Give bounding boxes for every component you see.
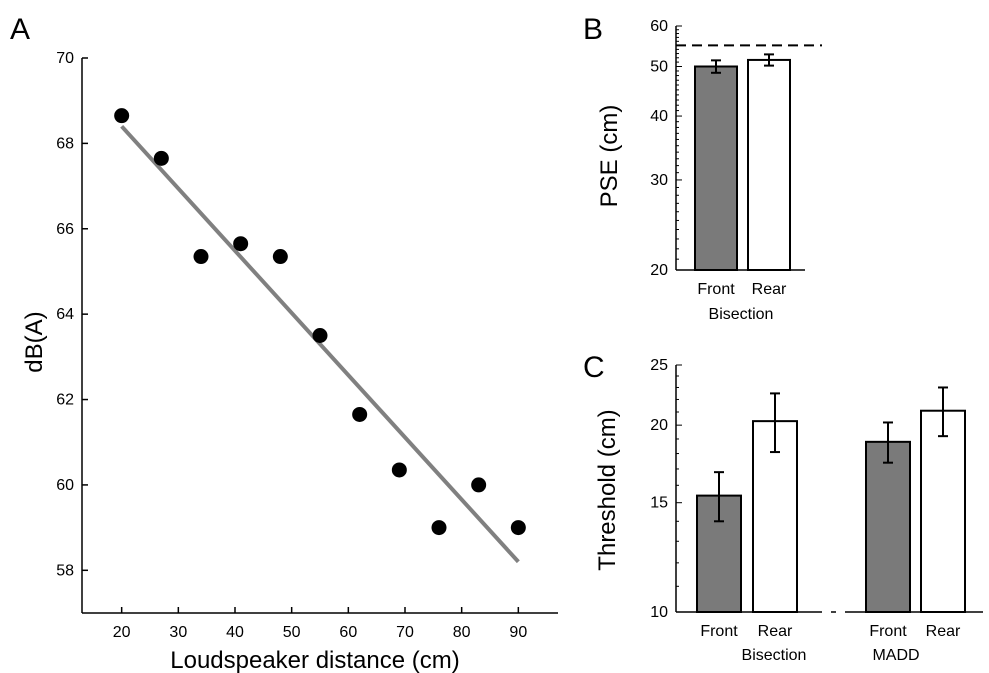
- x-tick-label: 60: [339, 624, 357, 641]
- scatter-point: [272, 249, 288, 265]
- panel-b: B 20 30 40 50 60 Front Rear Bisection PSE (cm…: [583, 13, 822, 323]
- y-tick-label: 60: [650, 18, 668, 35]
- fit-line: [120, 124, 520, 564]
- bar: [865, 440, 911, 614]
- x-tick-label: 20: [113, 624, 131, 641]
- y-tick-label: 20: [650, 417, 668, 434]
- x-tick-label: 50: [283, 624, 301, 641]
- y-tick-label: 10: [650, 604, 668, 621]
- scatter-point: [233, 236, 249, 252]
- scatter-point: [312, 328, 328, 343]
- category-label: Rear: [758, 623, 793, 640]
- y-tick-label: 64: [56, 306, 74, 323]
- panel-b-bars: [694, 53, 791, 272]
- y-tick-label: 70: [56, 50, 74, 67]
- panel-a: A 58 60 62 64 66 68 70 20 30 40 50 60 70 80 90 Loudsp…: [10, 13, 558, 673]
- y-tick-label: 60: [56, 477, 74, 494]
- scatter-point: [471, 477, 487, 493]
- category-label: Rear: [752, 281, 787, 298]
- y-tick-label: 62: [56, 392, 74, 409]
- y-tick-label: 66: [56, 221, 74, 238]
- panel-b-group-label: Bisection: [709, 306, 774, 323]
- scatter-point: [114, 108, 130, 124]
- x-tick-label: 40: [226, 624, 244, 641]
- scatter-point: [431, 520, 447, 536]
- y-tick-label: 20: [650, 262, 668, 279]
- scatter-point: [510, 520, 526, 536]
- y-tick-label: 25: [650, 357, 668, 374]
- panel-c-group-label-madd: MADD: [872, 647, 919, 664]
- scatter-point: [391, 462, 407, 478]
- panel-b-y-label: PSE (cm): [596, 105, 623, 208]
- x-tick-label: 80: [453, 624, 471, 641]
- scatter-point: [193, 249, 209, 265]
- scatter-point: [153, 150, 169, 166]
- scatter-points: [114, 108, 526, 536]
- x-tick-label: 30: [169, 624, 187, 641]
- panel-c-bars: [696, 386, 966, 614]
- panel-a-letter: A: [10, 13, 30, 46]
- category-label: Front: [700, 623, 738, 640]
- panel-a-x-ticks: 20 30 40 50 60 70 80 90: [113, 607, 527, 641]
- panel-c-categories: Front Rear Front Rear: [700, 623, 961, 640]
- y-tick-label: 50: [650, 58, 668, 75]
- category-label: Front: [697, 281, 735, 298]
- panel-c-group-label-bisection: Bisection: [742, 647, 807, 664]
- category-label: Front: [869, 623, 907, 640]
- bar: [694, 65, 738, 272]
- scatter-point: [352, 406, 368, 422]
- panel-c-letter: C: [583, 351, 605, 384]
- panel-a-x-label: Loudspeaker distance (cm): [170, 647, 459, 673]
- panel-c-y-ticks: 10 15 20 25: [650, 357, 682, 621]
- y-tick-label: 58: [56, 562, 74, 579]
- x-tick-label: 70: [396, 624, 414, 641]
- y-tick-label: 40: [650, 108, 668, 125]
- y-tick-label: 30: [650, 172, 668, 189]
- y-tick-label: 15: [650, 495, 668, 512]
- panel-b-letter: B: [583, 13, 603, 46]
- panel-b-categories: Front Rear: [697, 281, 787, 298]
- bar: [920, 409, 966, 613]
- y-tick-label: 68: [56, 135, 74, 152]
- panel-a-y-label: dB(A): [21, 311, 48, 372]
- panel-b-y-ticks: 20 30 40 50 60: [650, 18, 682, 279]
- x-tick-label: 90: [509, 624, 527, 641]
- bar: [747, 58, 791, 271]
- panel-c-y-label: Threshold (cm): [594, 409, 621, 570]
- category-label: Rear: [926, 623, 961, 640]
- panel-a-y-ticks: 58 60 62 64 66 68 70: [56, 50, 88, 579]
